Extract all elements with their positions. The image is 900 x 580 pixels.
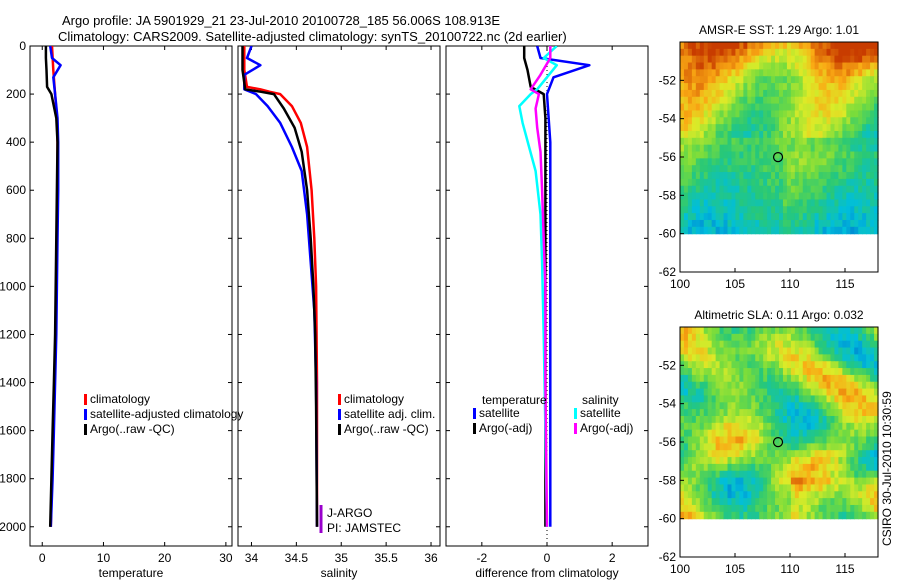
temperature-xtick-label: 30 [219, 551, 233, 565]
sla_map-title: Altimetric SLA: 0.11 Argo: 0.032 [694, 308, 864, 322]
temperature-xtick-label: 0 [39, 551, 46, 565]
salinity-xlabel: salinity [321, 566, 358, 580]
sst_map-xtick-label: 115 [835, 277, 854, 291]
sst_map-ytick-label: -60 [659, 227, 677, 241]
salinity-series-line [243, 46, 319, 527]
depth-tick-label: 400 [6, 135, 26, 149]
float-pi-label: PI: JAMSTEC [327, 521, 401, 535]
salinity-xtick-label: 34 [245, 551, 259, 565]
temperature-xlabel: temperature [99, 566, 164, 580]
sst_map-xtick-label: 110 [780, 277, 799, 291]
diff-legend-temp-argo-swatch [473, 423, 476, 434]
temperature-series-line [44, 46, 59, 527]
sla_map-ytick-label: -62 [659, 550, 677, 564]
difference-series-line [535, 46, 591, 527]
sal-legend-satellite-swatch [338, 409, 341, 420]
difference-series-line [518, 46, 559, 527]
temperature-plot-frame [29, 45, 233, 547]
salinity-xtick-label: 34.5 [285, 551, 309, 565]
temp-legend-argo-swatch [84, 424, 87, 435]
salinity-xtick-label: 35 [335, 551, 349, 565]
diff-legend-temp-satellite-label: satellite [479, 406, 520, 420]
salinity-series-group [241, 46, 319, 527]
sst_map-argo-marker [772, 152, 784, 163]
diff-legend-sal-satellite-label: satellite [580, 406, 621, 420]
sla_map-xtick-label: 105 [725, 562, 745, 576]
sst_map-title: AMSR-E SST: 1.29 Argo: 1.01 [699, 23, 859, 37]
salinity-series-line [241, 46, 319, 527]
sst_map-ytick-label: -52 [659, 73, 677, 87]
salinity-plot-frame [237, 45, 441, 547]
depth-tick-label: 1600 [0, 424, 26, 438]
sst_map-xtick-label: 105 [725, 277, 745, 291]
sla_map-ytick-label: -52 [659, 358, 677, 372]
sal-legend-argo-swatch [338, 424, 341, 435]
temperature-xtick-label: 10 [97, 551, 111, 565]
sal-legend-climatology-label: climatology [344, 392, 404, 406]
sst_map-ytick-label: -56 [659, 150, 677, 164]
sst_map-ytick-label: -58 [659, 188, 677, 202]
sal-legend-satellite-label: satellite adj. clim. [344, 407, 435, 421]
sla_map-field [680, 327, 879, 520]
sst_map-ytick-label: -54 [659, 112, 677, 126]
sla_map-xtick-label: 115 [835, 562, 854, 576]
sla_map-xtick-label: 110 [780, 562, 799, 576]
depth-tick-label: 200 [6, 87, 26, 101]
sal-legend-argo-label: Argo(..raw -QC) [344, 422, 429, 436]
depth-tick-label: 1200 [0, 327, 26, 341]
depth-tick-label: 2000 [0, 520, 26, 534]
figure-title-line2: Climatology: CARS2009. Satellite-adjuste… [58, 29, 567, 44]
diff-legend-sal-argo-label: Argo(-adj) [580, 421, 633, 435]
temp-legend-satellite-swatch [84, 409, 87, 420]
diff-legend-temp-satellite-swatch [473, 408, 476, 419]
depth-tick-label: 1400 [0, 376, 26, 390]
difference-xtick-label: 0 [544, 551, 551, 565]
temperature-xtick-label: 20 [158, 551, 172, 565]
depth-tick-label: 0 [19, 39, 26, 53]
difference-series-line [529, 46, 552, 527]
depth-tick-label: 800 [6, 231, 26, 245]
sst_map-xtick-label: 100 [670, 277, 690, 291]
figure-title-line1: Argo profile: JA 5901929_21 23-Jul-2010 … [62, 13, 501, 28]
sla_map-argo-marker [772, 437, 784, 448]
sst_map-field [680, 42, 879, 235]
depth-tick-label: 600 [6, 183, 26, 197]
sal-legend-climatology-swatch [338, 394, 341, 405]
diff-legend-sal-header: salinity [582, 393, 619, 407]
salinity-xtick-label: 36 [424, 551, 438, 565]
float-program-label: J-ARGO [327, 506, 372, 520]
temp-legend-argo-label: Argo(..raw -QC) [90, 422, 175, 436]
diff-legend-sal-argo-swatch [574, 423, 577, 434]
depth-tick-label: 1800 [0, 472, 26, 486]
diff-legend-sal-satellite-swatch [574, 408, 577, 419]
sla_map-ytick-label: -54 [659, 397, 677, 411]
difference-xtick-label: -2 [477, 551, 488, 565]
sla_map-ytick-label: -58 [659, 473, 677, 487]
temp-legend-climatology-swatch [84, 394, 87, 405]
sst_map-ytick-label: -62 [659, 265, 677, 279]
temp-legend-satellite-label: satellite-adjusted climatology [90, 407, 243, 421]
difference-xlabel: difference from climatology [475, 566, 618, 580]
diff-legend-temp-header: temperature [482, 393, 547, 407]
temperature-series-group [44, 46, 62, 527]
sla_map-ytick-label: -60 [659, 512, 677, 526]
temperature-series-line [48, 46, 62, 527]
difference-xtick-label: 2 [609, 551, 616, 565]
sla_map-ytick-label: -56 [659, 435, 677, 449]
depth-tick-label: 1000 [0, 279, 26, 293]
salinity-xtick-label: 35.5 [374, 551, 398, 565]
diff-legend-temp-argo-label: Argo(-adj) [479, 421, 532, 435]
sla_map-xtick-label: 100 [670, 562, 690, 576]
difference-series-group [518, 46, 591, 527]
credit-stamp: CSIRO 30-Jul-2010 10:30:59 [880, 391, 894, 546]
temp-legend-climatology-label: climatology [90, 392, 150, 406]
